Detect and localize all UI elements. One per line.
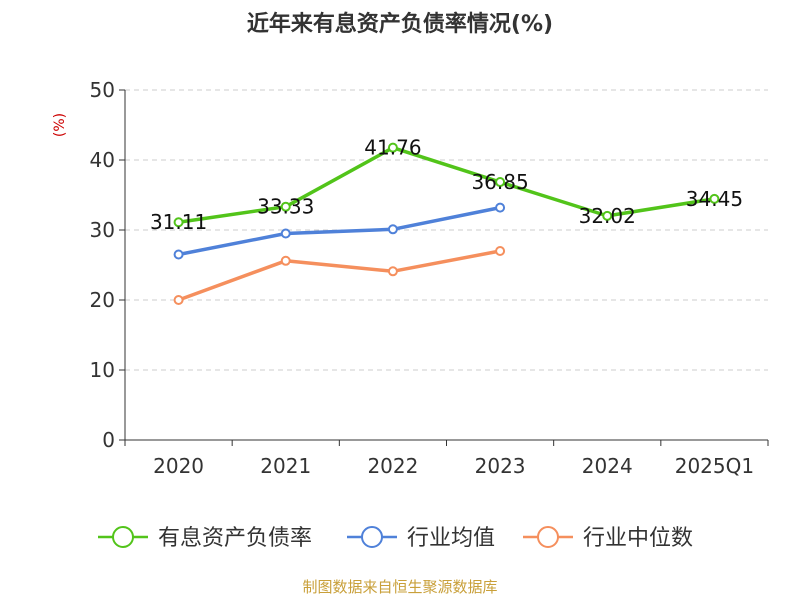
y-tick-label: 50 <box>90 78 115 102</box>
data-label: 36.85 <box>471 170 528 194</box>
series-line <box>178 145 715 224</box>
chart-title: 近年来有息资产负债率情况(%) <box>246 12 554 37</box>
data-point[interactable] <box>280 228 291 239</box>
data-point[interactable] <box>173 295 184 305</box>
legend-item[interactable]: 行业中位数 <box>523 526 693 551</box>
data-label: 34.45 <box>686 187 743 211</box>
data-labels: 31.11 33.33 41.76 36.85 32.02 34.45 <box>150 136 743 235</box>
data-point[interactable] <box>280 255 291 266</box>
data-point[interactable] <box>602 210 613 221</box>
data-label: 41.76 <box>364 136 421 160</box>
grid-lines <box>125 89 768 371</box>
data-label: 32.02 <box>579 204 636 228</box>
series <box>173 142 720 305</box>
legend-label: 有息资产负债率 <box>158 526 312 551</box>
legend-marker <box>112 526 134 548</box>
x-tick-label: 2023 <box>475 454 526 478</box>
data-point[interactable] <box>495 246 506 256</box>
y-tick-label: 30 <box>90 218 115 242</box>
data-point[interactable] <box>173 217 184 228</box>
series-line <box>177 249 501 302</box>
x-tick-label: 2021 <box>260 454 311 478</box>
legend[interactable]: 有息资产负债率 行业均值 行业中位数 <box>98 526 693 551</box>
data-point[interactable] <box>495 177 506 188</box>
data-label: 33.33 <box>257 195 314 219</box>
legend-item[interactable]: 有息资产负债率 <box>98 526 312 551</box>
data-point[interactable] <box>387 224 398 235</box>
legend-label: 行业均值 <box>407 526 495 551</box>
data-point[interactable] <box>495 202 506 213</box>
axes: 0 10 20 30 40 50 2020 2021 2022 2023 2024 2025Q1 <box>90 78 769 478</box>
data-point[interactable] <box>387 266 398 277</box>
legend-marker <box>361 526 383 548</box>
data-point[interactable] <box>173 249 184 260</box>
x-tick-label: 2022 <box>367 454 418 478</box>
source-note: 制图数据来自恒生聚源数据库 <box>302 578 498 596</box>
y-tick-label: 0 <box>102 428 115 452</box>
x-tick-label: 2024 <box>582 454 633 478</box>
x-tick-label: 2020 <box>153 454 204 478</box>
x-tick-label: 2025Q1 <box>675 454 754 478</box>
y-tick-label: 10 <box>90 358 115 382</box>
legend-item[interactable]: 行业均值 <box>347 526 495 551</box>
y-tick-label: 20 <box>90 288 115 312</box>
data-point[interactable] <box>387 142 398 153</box>
legend-label: 行业中位数 <box>583 526 693 551</box>
series-line <box>178 205 501 257</box>
y-axis-label: (%) <box>52 113 68 137</box>
y-tick-label: 40 <box>90 148 115 172</box>
data-point[interactable] <box>709 193 720 204</box>
legend-marker <box>537 526 559 548</box>
data-point[interactable] <box>280 201 291 212</box>
data-label: 31.11 <box>150 210 207 234</box>
